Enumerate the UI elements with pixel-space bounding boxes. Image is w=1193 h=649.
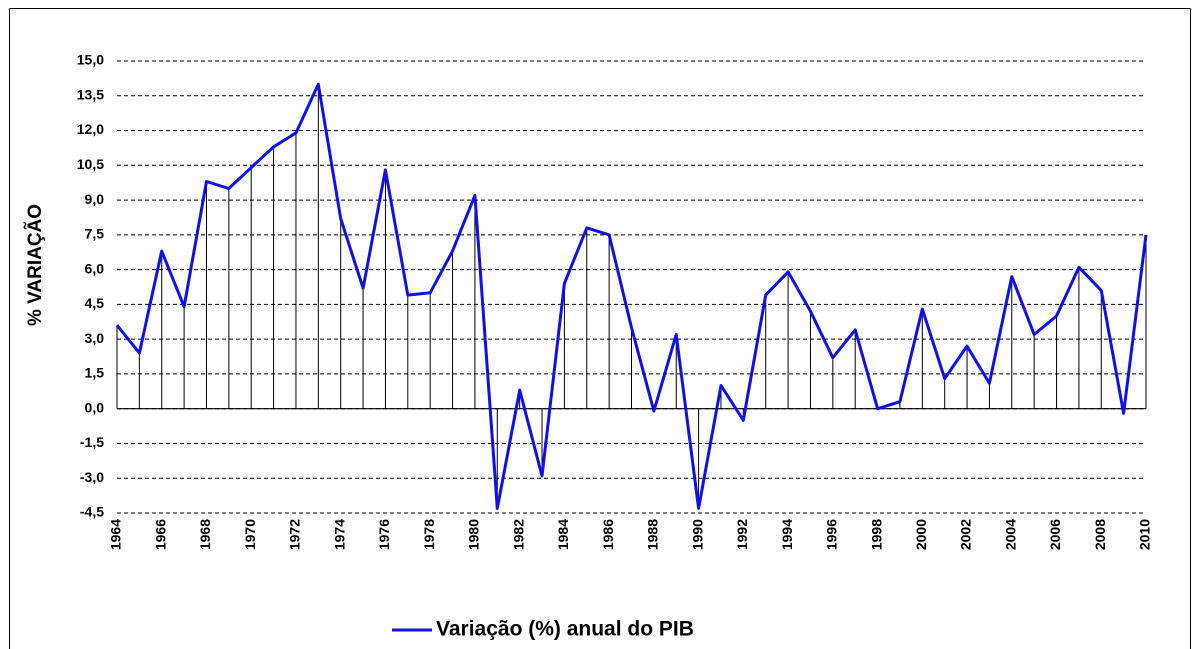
x-tick-label: 1968 [197,519,213,550]
y-tick-label: 13,5 [77,86,104,102]
x-tick-label: 1982 [510,519,526,550]
x-tick-label: 2002 [958,519,974,550]
x-tick-label: 1978 [421,519,437,550]
y-tick-label: 3,0 [85,330,105,346]
y-tick-label: 9,0 [85,191,105,207]
x-tick-label: 1990 [689,519,705,550]
x-tick-label: 2000 [913,519,929,550]
y-tick-label: -1,5 [80,434,104,450]
x-tick-label: 1992 [734,519,750,550]
y-tick-label: 6,0 [85,260,105,276]
x-tick-label: 1964 [108,519,124,550]
y-tick-label: 4,5 [85,295,105,311]
y-tick-label: 12,0 [77,121,104,137]
x-tick-label: 1974 [331,519,347,550]
legend-label: Variação (%) anual do PIB [436,618,694,641]
y-tick-label: -3,0 [80,469,104,485]
x-tick-label: 1980 [466,519,482,550]
x-tick-label: 2006 [1047,519,1063,550]
x-tick-label: 1972 [287,519,303,550]
x-tick-label: 1970 [242,519,258,550]
x-tick-label: 1994 [779,519,795,550]
y-tick-label: 15,0 [77,52,104,68]
y-tick-label: 0,0 [85,399,105,415]
x-tick-label: 2008 [1092,519,1108,550]
y-tick-label: 7,5 [85,226,105,242]
x-tick-label: 2004 [1002,519,1018,550]
series-line [115,82,1148,510]
x-tick-label: 1984 [555,519,571,550]
x-tick-label: 1988 [645,519,661,550]
x-tick-label: 1986 [600,519,616,550]
x-tick-label: 1966 [152,519,168,550]
x-tick-label: 1976 [376,519,392,550]
x-tick-label: 1998 [868,519,884,550]
x-tick-label: 1996 [824,519,840,550]
y-tick-label: 10,5 [77,156,104,172]
y-tick-label: -4,5 [80,504,104,520]
y-axis-title: % VARIAÇÃO [24,204,46,326]
x-tick-label: 2010 [1137,519,1153,550]
y-tick-label: 1,5 [85,365,105,381]
